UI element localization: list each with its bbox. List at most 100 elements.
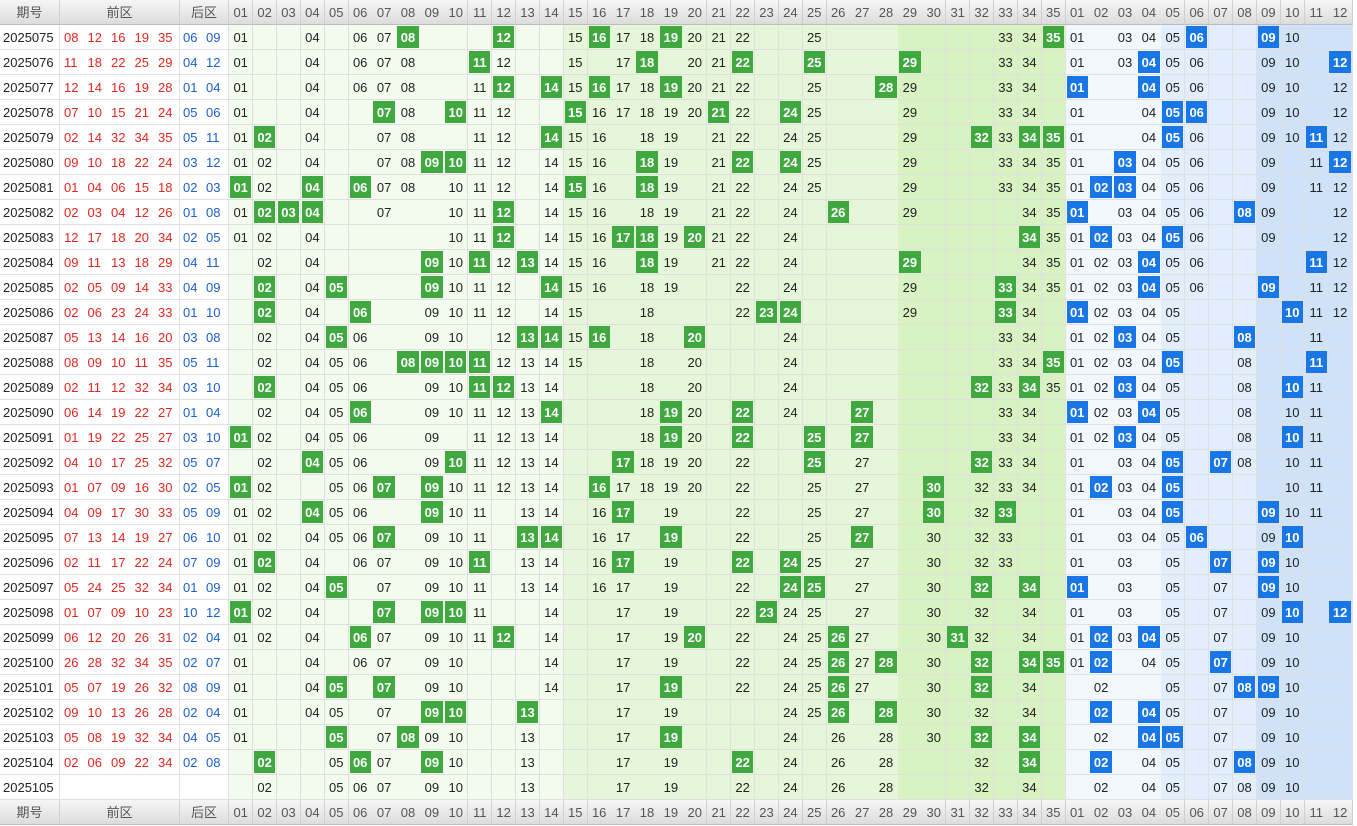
back-cell: 08 (1232, 325, 1258, 350)
header-front-num: 24 (778, 800, 804, 825)
back-cell (1280, 150, 1305, 175)
front-cell: 04 (300, 150, 326, 175)
back-cell: 09 (1256, 50, 1282, 75)
front-ball: 01 (64, 430, 79, 445)
front-cell: 24 (778, 725, 804, 750)
back-cell (1304, 775, 1329, 800)
front-cell: 32 (969, 725, 995, 750)
front-ball: 29 (158, 55, 173, 70)
back-cell: 03 (1113, 375, 1138, 400)
header-front-num: 11 (468, 800, 493, 825)
back-cell (1065, 725, 1090, 750)
header-front-num: 21 (707, 800, 732, 825)
front-cell (969, 175, 995, 200)
front-cell (563, 450, 588, 475)
front-ball: 09 (64, 155, 79, 170)
back-cell: 01 (1065, 450, 1090, 475)
front-cell: 18 (635, 25, 660, 50)
front-cell: 33 (993, 25, 1019, 50)
back-hit-ball: 06 (1186, 26, 1208, 48)
front-cell: 28 (874, 750, 899, 775)
back-cell: 12 (1328, 150, 1353, 175)
front-hit-ball: 27 (851, 526, 873, 548)
front-cell: 01 (229, 725, 254, 750)
front-cell: 15 (563, 225, 588, 250)
front-cell: 07 (372, 50, 397, 75)
back-cell: 10 (1280, 25, 1305, 50)
front-cell: 22 (730, 100, 756, 125)
front-cell (539, 700, 565, 725)
front-cell (563, 525, 588, 550)
back-cell: 04 (1137, 50, 1162, 75)
front-cell: 05 (324, 425, 349, 450)
front-cell: 30 (922, 575, 947, 600)
front-cell (611, 200, 636, 225)
front-cell: 17 (611, 450, 636, 475)
header-front-num: 10 (444, 800, 469, 825)
front-cell (922, 225, 947, 250)
front-cell: 32 (969, 525, 995, 550)
front-hit-ball: 33 (994, 276, 1017, 298)
front-cell: 08 (396, 125, 421, 150)
front-hit-ball: 06 (349, 301, 371, 323)
front-cell (707, 300, 732, 325)
front-cell: 34 (1017, 750, 1043, 775)
back-ball: 02 (183, 755, 198, 770)
front-cell: 12 (491, 75, 517, 100)
header-front-num: 05 (324, 0, 349, 25)
back-draw: 01 04 (180, 75, 229, 100)
front-ball: 15 (111, 105, 126, 120)
back-cell (1328, 675, 1353, 700)
front-cell (898, 325, 923, 350)
header-front-num: 02 (252, 0, 278, 25)
front-cell: 35 (1041, 275, 1066, 300)
front-cell (993, 250, 1019, 275)
front-cell: 32 (969, 625, 995, 650)
front-cell (778, 25, 804, 50)
front-cell: 24 (778, 400, 804, 425)
front-cell: 20 (683, 100, 708, 125)
header-front-num: 07 (372, 0, 397, 25)
front-hit-ball: 01 (230, 426, 252, 448)
front-hit-ball: 25 (803, 51, 825, 73)
front-ball: 34 (158, 580, 173, 595)
front-cell (946, 650, 971, 675)
front-cell: 25 (802, 700, 827, 725)
back-cell (1304, 50, 1329, 75)
front-cell: 04 (300, 650, 326, 675)
front-cell (850, 125, 875, 150)
header-front-num: 04 (300, 800, 326, 825)
front-cell: 22 (730, 400, 756, 425)
front-cell: 02 (252, 325, 278, 350)
front-cell (730, 725, 756, 750)
back-draw: 01 10 (180, 300, 229, 325)
front-ball: 22 (134, 755, 149, 770)
front-cell (635, 575, 660, 600)
front-cell (276, 125, 302, 150)
front-cell: 12 (491, 225, 517, 250)
front-draw: 08 09 10 11 35 (60, 350, 180, 375)
back-cell: 10 (1280, 125, 1305, 150)
front-ball: 18 (111, 230, 126, 245)
front-hit-ball: 34 (1018, 226, 1041, 248)
header-front-num: 18 (635, 0, 660, 25)
front-cell: 04 (300, 275, 326, 300)
front-cell: 13 (515, 700, 541, 725)
front-cell: 20 (683, 325, 708, 350)
front-hit-ball: 19 (660, 426, 682, 448)
front-cell: 18 (635, 225, 660, 250)
front-cell (468, 650, 493, 675)
front-cell (969, 250, 995, 275)
front-hit-ball: 34 (1018, 576, 1041, 598)
back-cell (1232, 150, 1258, 175)
front-hit-ball: 18 (636, 176, 658, 198)
front-cell: 26 (826, 725, 851, 750)
back-cell (1304, 75, 1329, 100)
front-cell: 13 (515, 250, 541, 275)
front-ball: 02 (64, 305, 79, 320)
back-cell: 11 (1304, 375, 1329, 400)
front-cell (778, 75, 804, 100)
front-cell (922, 775, 947, 800)
front-cell: 01 (229, 100, 254, 125)
front-cell: 11 (468, 175, 493, 200)
